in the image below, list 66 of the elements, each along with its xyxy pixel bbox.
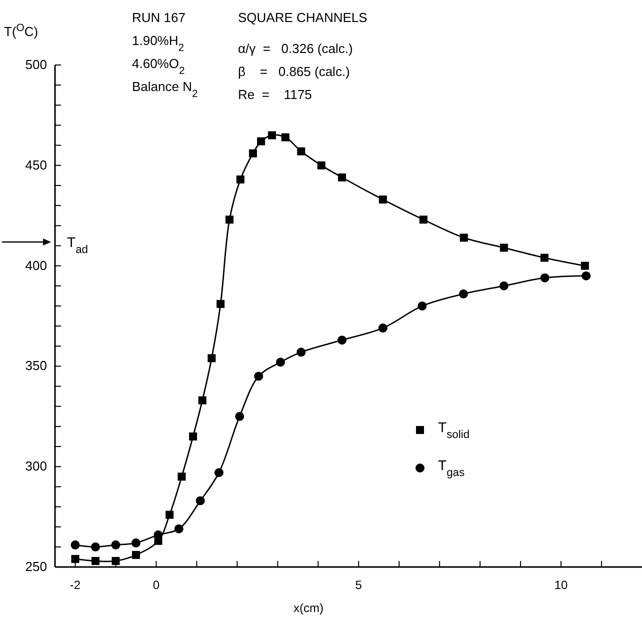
point	[189, 432, 198, 440]
point	[460, 234, 468, 242]
point	[174, 524, 184, 534]
point	[91, 556, 100, 565]
point	[111, 540, 120, 550]
annotation: Balance N$_{2}$	[132, 79, 198, 100]
point	[112, 556, 120, 565]
point	[235, 412, 244, 421]
point	[419, 216, 428, 224]
point	[90, 542, 100, 552]
text: α/γ = 0.326 (calc.)	[238, 41, 353, 56]
annotation: Re = 1175	[238, 87, 312, 102]
x-tick-label: 0	[152, 578, 160, 592]
y-tick-label: 450	[25, 157, 47, 172]
y-tick-label: 500	[25, 57, 47, 72]
point	[70, 540, 80, 550]
point	[338, 173, 346, 182]
text: RUN 167	[132, 10, 186, 25]
point	[131, 538, 140, 548]
text: SQUARE CHANNELS	[238, 10, 368, 25]
point	[225, 216, 234, 224]
x-tick-label: -2	[70, 578, 81, 592]
point	[317, 161, 326, 170]
point	[276, 358, 285, 367]
point	[198, 396, 206, 404]
point	[540, 273, 550, 282]
point	[281, 133, 290, 142]
annotation: β = 0.865 (calc.)	[238, 64, 350, 79]
legend-label: T$_{gas}$	[438, 457, 466, 479]
annotation: T$_{ad}$	[67, 234, 88, 256]
point	[216, 300, 225, 308]
y-axis-title: T($^{O}$C)	[4, 22, 38, 39]
annotation: 4.60%O$_{2}$	[132, 56, 185, 76]
point	[132, 550, 140, 559]
y-tick-label: 350	[25, 358, 47, 374]
point	[257, 137, 266, 146]
point	[297, 147, 306, 156]
point	[338, 336, 347, 345]
point	[248, 149, 257, 158]
x-tick-label: 10	[554, 578, 568, 592]
point	[580, 262, 589, 270]
point	[378, 196, 387, 204]
point	[71, 554, 80, 563]
legend-label: T$_{solid}$	[438, 419, 470, 441]
point	[418, 301, 427, 310]
x-tick-label: 5	[355, 578, 362, 592]
point	[540, 254, 548, 262]
point	[208, 354, 216, 362]
y-tick-label: 400	[25, 258, 47, 273]
x-axis-title: x(cm)	[294, 601, 324, 615]
point	[582, 271, 591, 280]
point	[254, 372, 264, 381]
y-tick-label: 300	[25, 458, 47, 474]
point	[236, 175, 244, 184]
point	[196, 496, 205, 506]
point	[178, 472, 186, 481]
y-tick-label: 250	[25, 559, 47, 574]
point	[500, 244, 508, 252]
point	[378, 324, 388, 333]
point	[458, 289, 468, 298]
point	[499, 281, 508, 290]
point	[296, 348, 306, 357]
point	[268, 131, 276, 140]
point	[214, 468, 224, 478]
point	[166, 510, 174, 519]
text: 1.90%H$_{2}$	[132, 33, 184, 54]
